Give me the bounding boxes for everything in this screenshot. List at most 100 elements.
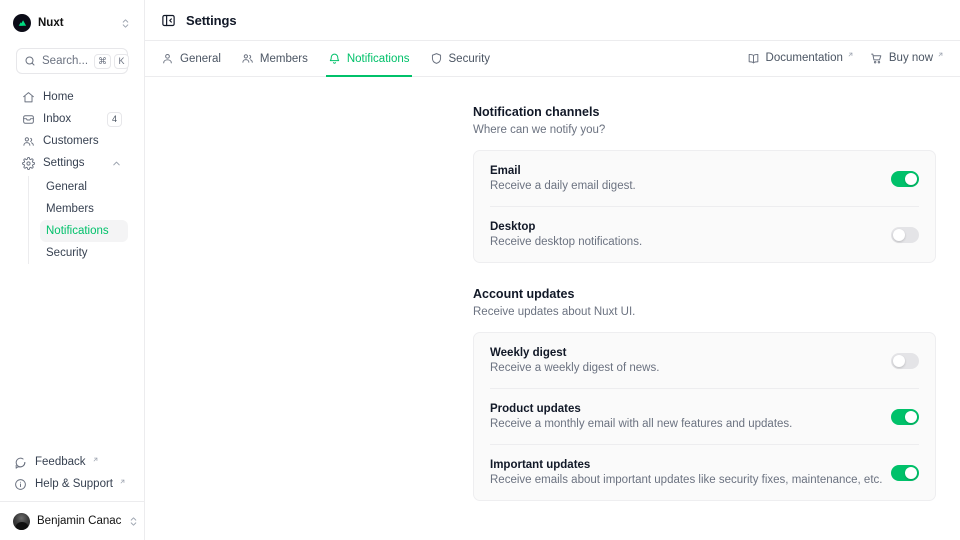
- setting-row-product-updates: Product updates Receive a monthly email …: [490, 388, 919, 444]
- chevron-up-icon: [113, 161, 120, 165]
- users-icon: [242, 54, 253, 63]
- tabs: General Members Notifications Security: [161, 41, 500, 77]
- documentation-link[interactable]: Documentation: [747, 51, 854, 66]
- user-bar: Benjamin Canac: [0, 501, 144, 540]
- subnav-label: General: [46, 181, 87, 193]
- avatar: [13, 512, 30, 530]
- toggle-knob: [905, 172, 917, 185]
- sidebar-item-feedback[interactable]: Feedback: [8, 451, 136, 473]
- tab-label: Notifications: [346, 52, 410, 65]
- user-icon: [163, 54, 172, 64]
- setting-row-desktop: Desktop Receive desktop notifications.: [490, 206, 919, 262]
- sidebar-spacer: [0, 264, 144, 451]
- row-text: Desktop Receive desktop notifications.: [490, 221, 891, 248]
- sidebar: Nuxt Search... ⌘ K Home Inbox: [0, 0, 145, 540]
- page-title: Settings: [186, 12, 237, 28]
- subnav-label: Security: [46, 247, 88, 259]
- row-text: Weekly digest Receive a weekly digest of…: [490, 347, 891, 374]
- sidebar-top: Nuxt Search... ⌘ K Home Inbox: [0, 0, 144, 264]
- row-description: Receive emails about important updates l…: [490, 474, 883, 486]
- chat-bubble-icon: [15, 457, 26, 469]
- row-text: Important updates Receive emails about i…: [490, 459, 891, 486]
- sidebar-item-general[interactable]: General: [40, 176, 128, 198]
- inbox-icon: [23, 114, 34, 124]
- tab-general[interactable]: General: [161, 41, 231, 77]
- setting-row-email: Email Receive a daily email digest.: [490, 151, 919, 206]
- book-icon: [748, 53, 758, 64]
- section-subtitle: Where can we notify you?: [473, 124, 606, 136]
- team-name: Nuxt: [38, 17, 64, 29]
- tab-security[interactable]: Security: [420, 41, 501, 77]
- users-icon: [23, 136, 34, 146]
- sidebar-item-label: Help & Support: [35, 478, 113, 490]
- sidebar-item-label: Home: [43, 91, 74, 103]
- team-switcher[interactable]: Nuxt: [8, 8, 136, 38]
- toggle-knob: [893, 354, 905, 367]
- home-icon: [23, 91, 34, 102]
- user-name: Benjamin Canac: [37, 515, 122, 527]
- section-title: Account updates: [473, 287, 575, 301]
- sidebar-item-settings[interactable]: Settings: [16, 152, 128, 174]
- chevron-up-down-icon: [122, 18, 129, 28]
- link-label: Buy now: [888, 52, 933, 64]
- sidebar-nav: Home Inbox 4 Customers Settings: [8, 86, 136, 264]
- panel-collapse-icon[interactable]: [161, 13, 176, 28]
- sidebar-item-members[interactable]: Members: [40, 198, 128, 220]
- tab-label: General: [180, 52, 221, 65]
- toggle-knob: [905, 410, 917, 423]
- kbd-k: K: [114, 53, 130, 69]
- settings-subnav: General Members Notifications Security: [28, 176, 128, 264]
- section-subtitle: Receive updates about Nuxt UI.: [473, 306, 636, 318]
- row-description: Receive a monthly email with all new fea…: [490, 418, 793, 430]
- user-menu-button[interactable]: Benjamin Canac: [8, 509, 137, 533]
- toggle-weekly-digest[interactable]: [891, 352, 919, 369]
- external-link-icon: [938, 52, 943, 57]
- bell-icon: [329, 53, 340, 64]
- kbd-command: ⌘: [94, 53, 112, 69]
- toggle-product-updates[interactable]: [891, 408, 919, 425]
- info-circle-icon: [15, 478, 26, 490]
- toggle-important-updates[interactable]: [891, 464, 919, 481]
- setting-row-weekly-digest: Weekly digest Receive a weekly digest of…: [490, 333, 919, 388]
- row-text: Product updates Receive a monthly email …: [490, 403, 891, 430]
- nuxt-logo-icon: [13, 14, 31, 32]
- link-label: Documentation: [765, 52, 843, 64]
- content-inner: Notification channels Where can we notif…: [473, 105, 936, 501]
- sidebar-item-security[interactable]: Security: [40, 242, 128, 264]
- search-input[interactable]: Search... ⌘ K: [16, 48, 130, 74]
- buy-now-link[interactable]: Buy now: [870, 51, 944, 66]
- tab-members[interactable]: Members: [231, 41, 318, 77]
- sidebar-item-notifications[interactable]: Notifications: [40, 220, 128, 242]
- row-title: Email: [490, 165, 521, 177]
- sidebar-item-label: Settings: [43, 157, 85, 169]
- sidebar-bottom-links: Feedback Help & Support: [0, 451, 144, 501]
- topbar: Settings: [145, 0, 960, 41]
- shield-icon: [431, 53, 441, 64]
- search-shortcut: ⌘ K: [94, 53, 130, 69]
- sidebar-item-customers[interactable]: Customers: [16, 130, 128, 152]
- subnav-label: Notifications: [46, 225, 109, 237]
- sidebar-item-label: Customers: [43, 135, 99, 147]
- sidebar-item-label: Feedback: [35, 456, 86, 468]
- sidebar-item-home[interactable]: Home: [16, 86, 128, 108]
- external-link-icon: [93, 457, 97, 462]
- sidebar-item-help-support[interactable]: Help & Support: [8, 473, 136, 495]
- subnav-label: Members: [46, 203, 94, 215]
- row-text: Email Receive a daily email digest.: [490, 165, 891, 192]
- toggle-desktop[interactable]: [891, 226, 919, 243]
- section-gap: [473, 263, 936, 287]
- section-notification-channels: Notification channels Where can we notif…: [473, 105, 936, 263]
- tab-notifications[interactable]: Notifications: [318, 41, 420, 77]
- inbox-badge: 4: [106, 111, 122, 127]
- sidebar-item-label: Inbox: [43, 113, 72, 125]
- setting-row-important-updates: Important updates Receive emails about i…: [490, 444, 919, 500]
- toggle-email[interactable]: [891, 170, 919, 187]
- sidebar-item-inbox[interactable]: Inbox 4: [16, 108, 128, 130]
- search-icon: [25, 56, 35, 66]
- section-account-updates: Account updates Receive updates about Nu…: [473, 287, 936, 501]
- row-description: Receive a weekly digest of news.: [490, 362, 660, 374]
- external-link-icon: [120, 479, 125, 484]
- cart-icon: [871, 53, 882, 64]
- external-link-icon: [848, 52, 853, 57]
